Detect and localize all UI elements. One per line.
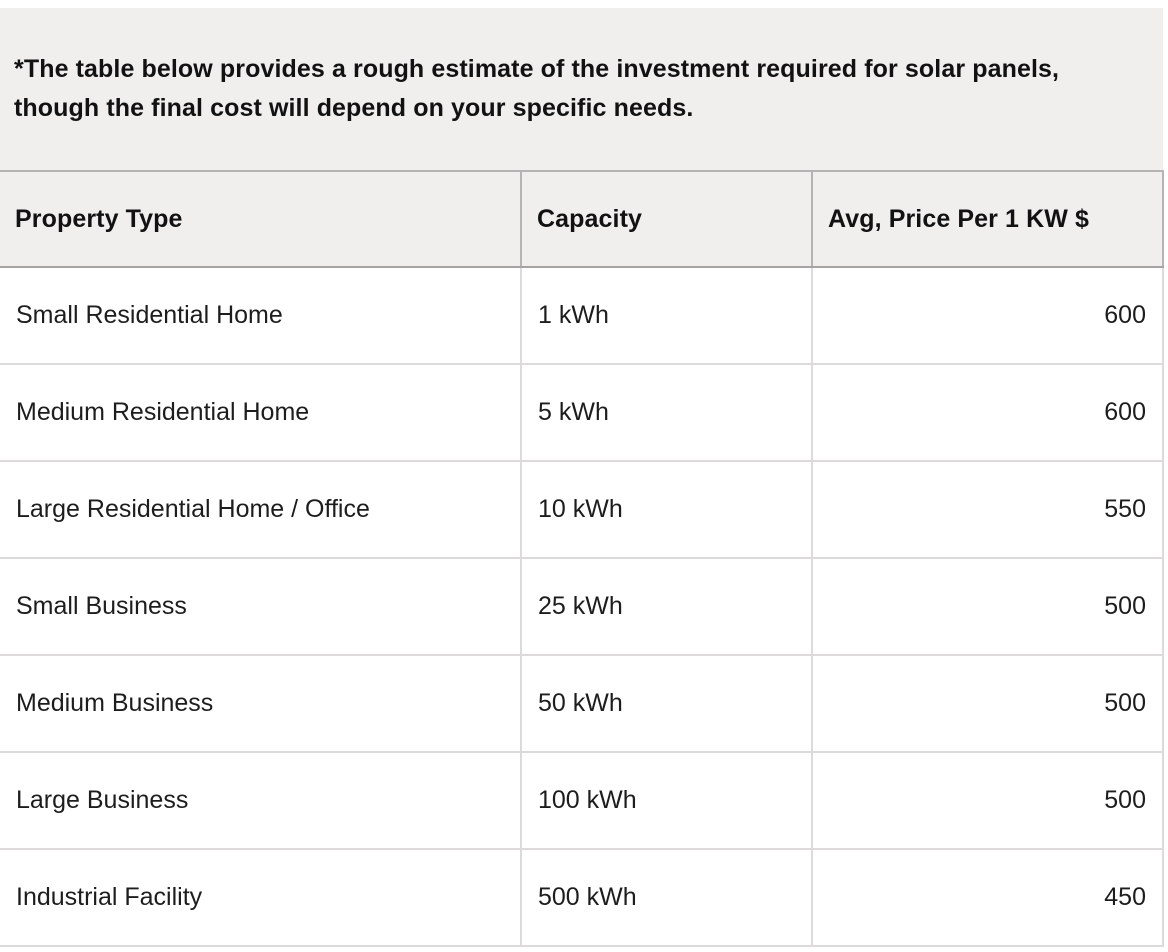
header-capacity: Capacity: [521, 170, 813, 268]
table-row: Medium Business 50 kWh 500: [0, 655, 1164, 753]
disclaimer-note: *The table below provides a rough estima…: [0, 8, 1163, 170]
cell-price: 500: [812, 752, 1164, 850]
cell-price: 500: [812, 558, 1164, 656]
cell-capacity: 5 kWh: [521, 364, 813, 462]
cell-capacity: 25 kWh: [521, 558, 813, 656]
table-header: Property Type Capacity Avg, Price Per 1 …: [0, 170, 1164, 268]
cell-property-type: Large Business: [0, 752, 522, 850]
cell-capacity: 100 kWh: [521, 752, 813, 850]
page: *The table below provides a rough estima…: [0, 8, 1168, 952]
cell-property-type: Small Residential Home: [0, 267, 522, 365]
cell-price: 500: [812, 655, 1164, 753]
table-row: Large Business 100 kWh 500: [0, 752, 1164, 850]
cell-capacity: 500 kWh: [521, 849, 813, 947]
cell-price: 450: [812, 849, 1164, 947]
disclaimer-text: *The table below provides a rough estima…: [14, 55, 1060, 122]
header-avg-price: Avg, Price Per 1 KW $: [812, 170, 1164, 268]
table-row: Medium Residential Home 5 kWh 600: [0, 364, 1164, 462]
solar-pricing-table: Property Type Capacity Avg, Price Per 1 …: [0, 170, 1164, 947]
cell-property-type: Medium Residential Home: [0, 364, 522, 462]
cell-capacity: 10 kWh: [521, 461, 813, 559]
cell-price: 550: [812, 461, 1164, 559]
table-row: Industrial Facility 500 kWh 450: [0, 849, 1164, 947]
table-body: Small Residential Home 1 kWh 600 Medium …: [0, 267, 1164, 947]
header-property-type: Property Type: [0, 170, 522, 268]
table-row: Small Business 25 kWh 500: [0, 558, 1164, 656]
table-row: Large Residential Home / Office 10 kWh 5…: [0, 461, 1164, 559]
cell-price: 600: [812, 267, 1164, 365]
cell-property-type: Small Business: [0, 558, 522, 656]
cell-price: 600: [812, 364, 1164, 462]
cell-property-type: Industrial Facility: [0, 849, 522, 947]
table-row: Small Residential Home 1 kWh 600: [0, 267, 1164, 365]
cell-property-type: Large Residential Home / Office: [0, 461, 522, 559]
header-row: Property Type Capacity Avg, Price Per 1 …: [0, 170, 1164, 268]
cell-capacity: 50 kWh: [521, 655, 813, 753]
cell-capacity: 1 kWh: [521, 267, 813, 365]
cell-property-type: Medium Business: [0, 655, 522, 753]
